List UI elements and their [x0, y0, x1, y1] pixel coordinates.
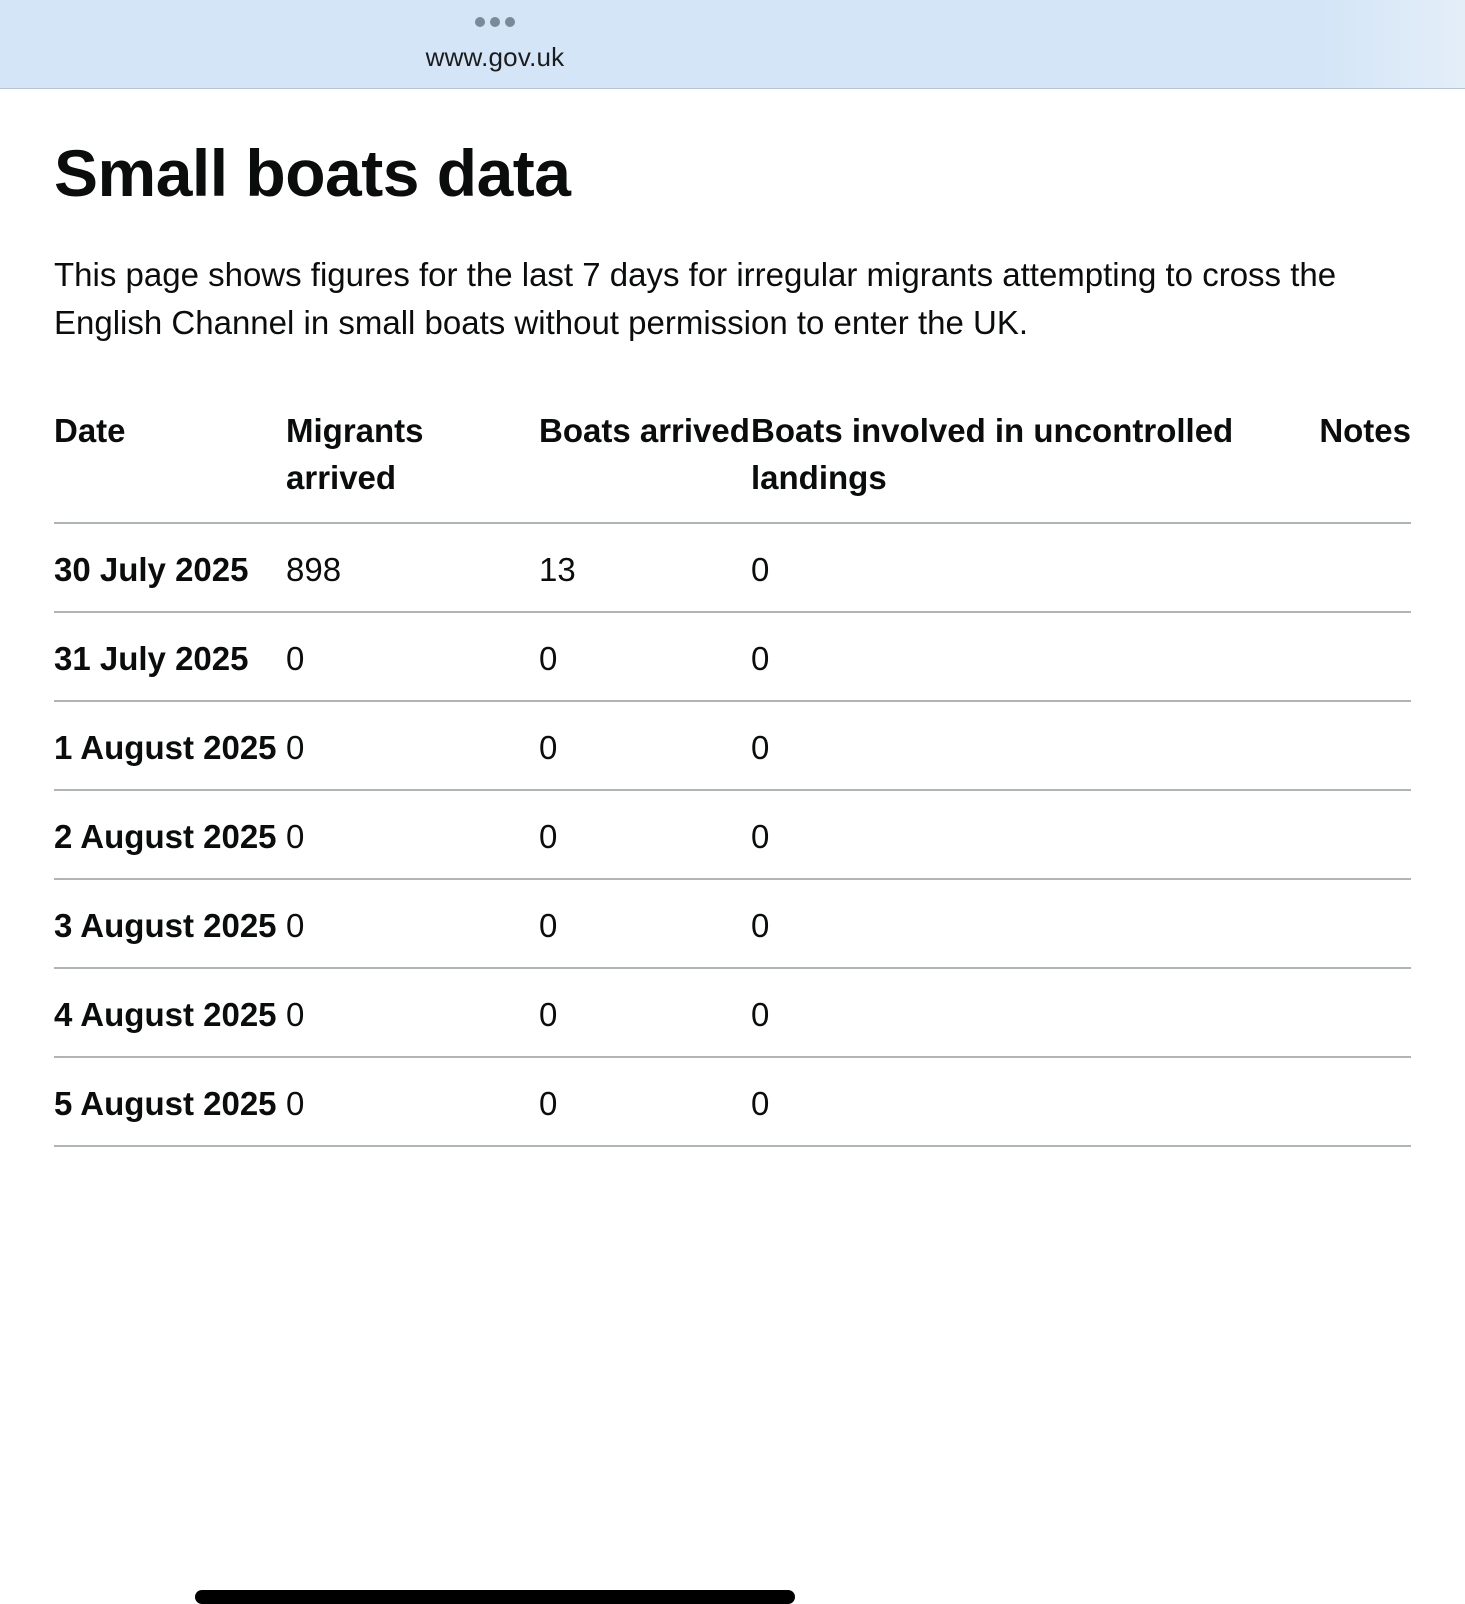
boats-arrived-cell: 0 [539, 1057, 751, 1147]
more-options-icon[interactable] [475, 17, 515, 27]
migrants-arrived-cell: 0 [286, 879, 539, 969]
migrants-arrived-cell: 0 [286, 701, 539, 791]
uncontrolled-landings-cell: 0 [751, 1057, 1308, 1147]
table-header-row: Date Migrants arrived Boats arrived Boat… [54, 395, 1411, 524]
notes-cell [1308, 1057, 1411, 1147]
uncontrolled-landings-cell: 0 [751, 523, 1308, 613]
migrants-arrived-cell: 0 [286, 790, 539, 880]
boats-arrived-cell: 13 [539, 523, 751, 613]
boats-arrived-cell: 0 [539, 879, 751, 969]
date-cell: 30 July 2025 [54, 523, 286, 613]
uncontrolled-landings-cell: 0 [751, 879, 1308, 969]
uncontrolled-landings-cell: 0 [751, 968, 1308, 1058]
boats-arrived-cell: 0 [539, 701, 751, 791]
table-row: 3 August 2025 0 0 0 [54, 879, 1411, 969]
home-indicator-bar[interactable] [195, 1590, 795, 1604]
date-cell: 4 August 2025 [54, 968, 286, 1058]
date-cell: 5 August 2025 [54, 1057, 286, 1147]
column-header-date: Date [54, 395, 286, 524]
date-cell: 1 August 2025 [54, 701, 286, 791]
boats-arrived-cell: 0 [539, 612, 751, 702]
table-row: 1 August 2025 0 0 0 [54, 701, 1411, 791]
notes-cell [1308, 968, 1411, 1058]
migrants-arrived-cell: 0 [286, 968, 539, 1058]
page-lead-paragraph: This page shows figures for the last 7 d… [54, 256, 1337, 341]
column-header-migrants-arrived: Migrants arrived [286, 395, 539, 524]
column-header-uncontrolled-landings: Boats involved in uncontrolled landings [751, 395, 1308, 524]
migrants-arrived-cell: 0 [286, 1057, 539, 1147]
table-row: 4 August 2025 0 0 0 [54, 968, 1411, 1058]
date-cell: 31 July 2025 [54, 612, 286, 702]
table-row: 30 July 2025 898 13 0 [54, 523, 1411, 613]
migrants-arrived-cell: 898 [286, 523, 539, 613]
table-row: 5 August 2025 0 0 0 [54, 1057, 1411, 1147]
migrants-arrived-cell: 0 [286, 612, 539, 702]
date-cell: 3 August 2025 [54, 879, 286, 969]
notes-cell [1308, 612, 1411, 702]
boats-arrived-cell: 0 [539, 968, 751, 1058]
table-row: 31 July 2025 0 0 0 [54, 612, 1411, 702]
uncontrolled-landings-cell: 0 [751, 701, 1308, 791]
small-boats-table: Date Migrants arrived Boats arrived Boat… [54, 395, 1411, 1147]
notes-cell [1308, 790, 1411, 880]
uncontrolled-landings-cell: 0 [751, 790, 1308, 880]
column-header-notes: Notes [1308, 395, 1411, 524]
notes-cell [1308, 523, 1411, 613]
boats-arrived-cell: 0 [539, 790, 751, 880]
notes-cell [1308, 701, 1411, 791]
url-text[interactable]: www.gov.uk [425, 42, 565, 72]
table-row: 2 August 2025 0 0 0 [54, 790, 1411, 880]
page-title: Small boats data [54, 136, 571, 210]
uncontrolled-landings-cell: 0 [751, 612, 1308, 702]
notes-cell [1308, 879, 1411, 969]
browser-address-bar[interactable]: www.gov.uk [0, 0, 1465, 89]
date-cell: 2 August 2025 [54, 790, 286, 880]
column-header-boats-arrived: Boats arrived [539, 395, 751, 524]
